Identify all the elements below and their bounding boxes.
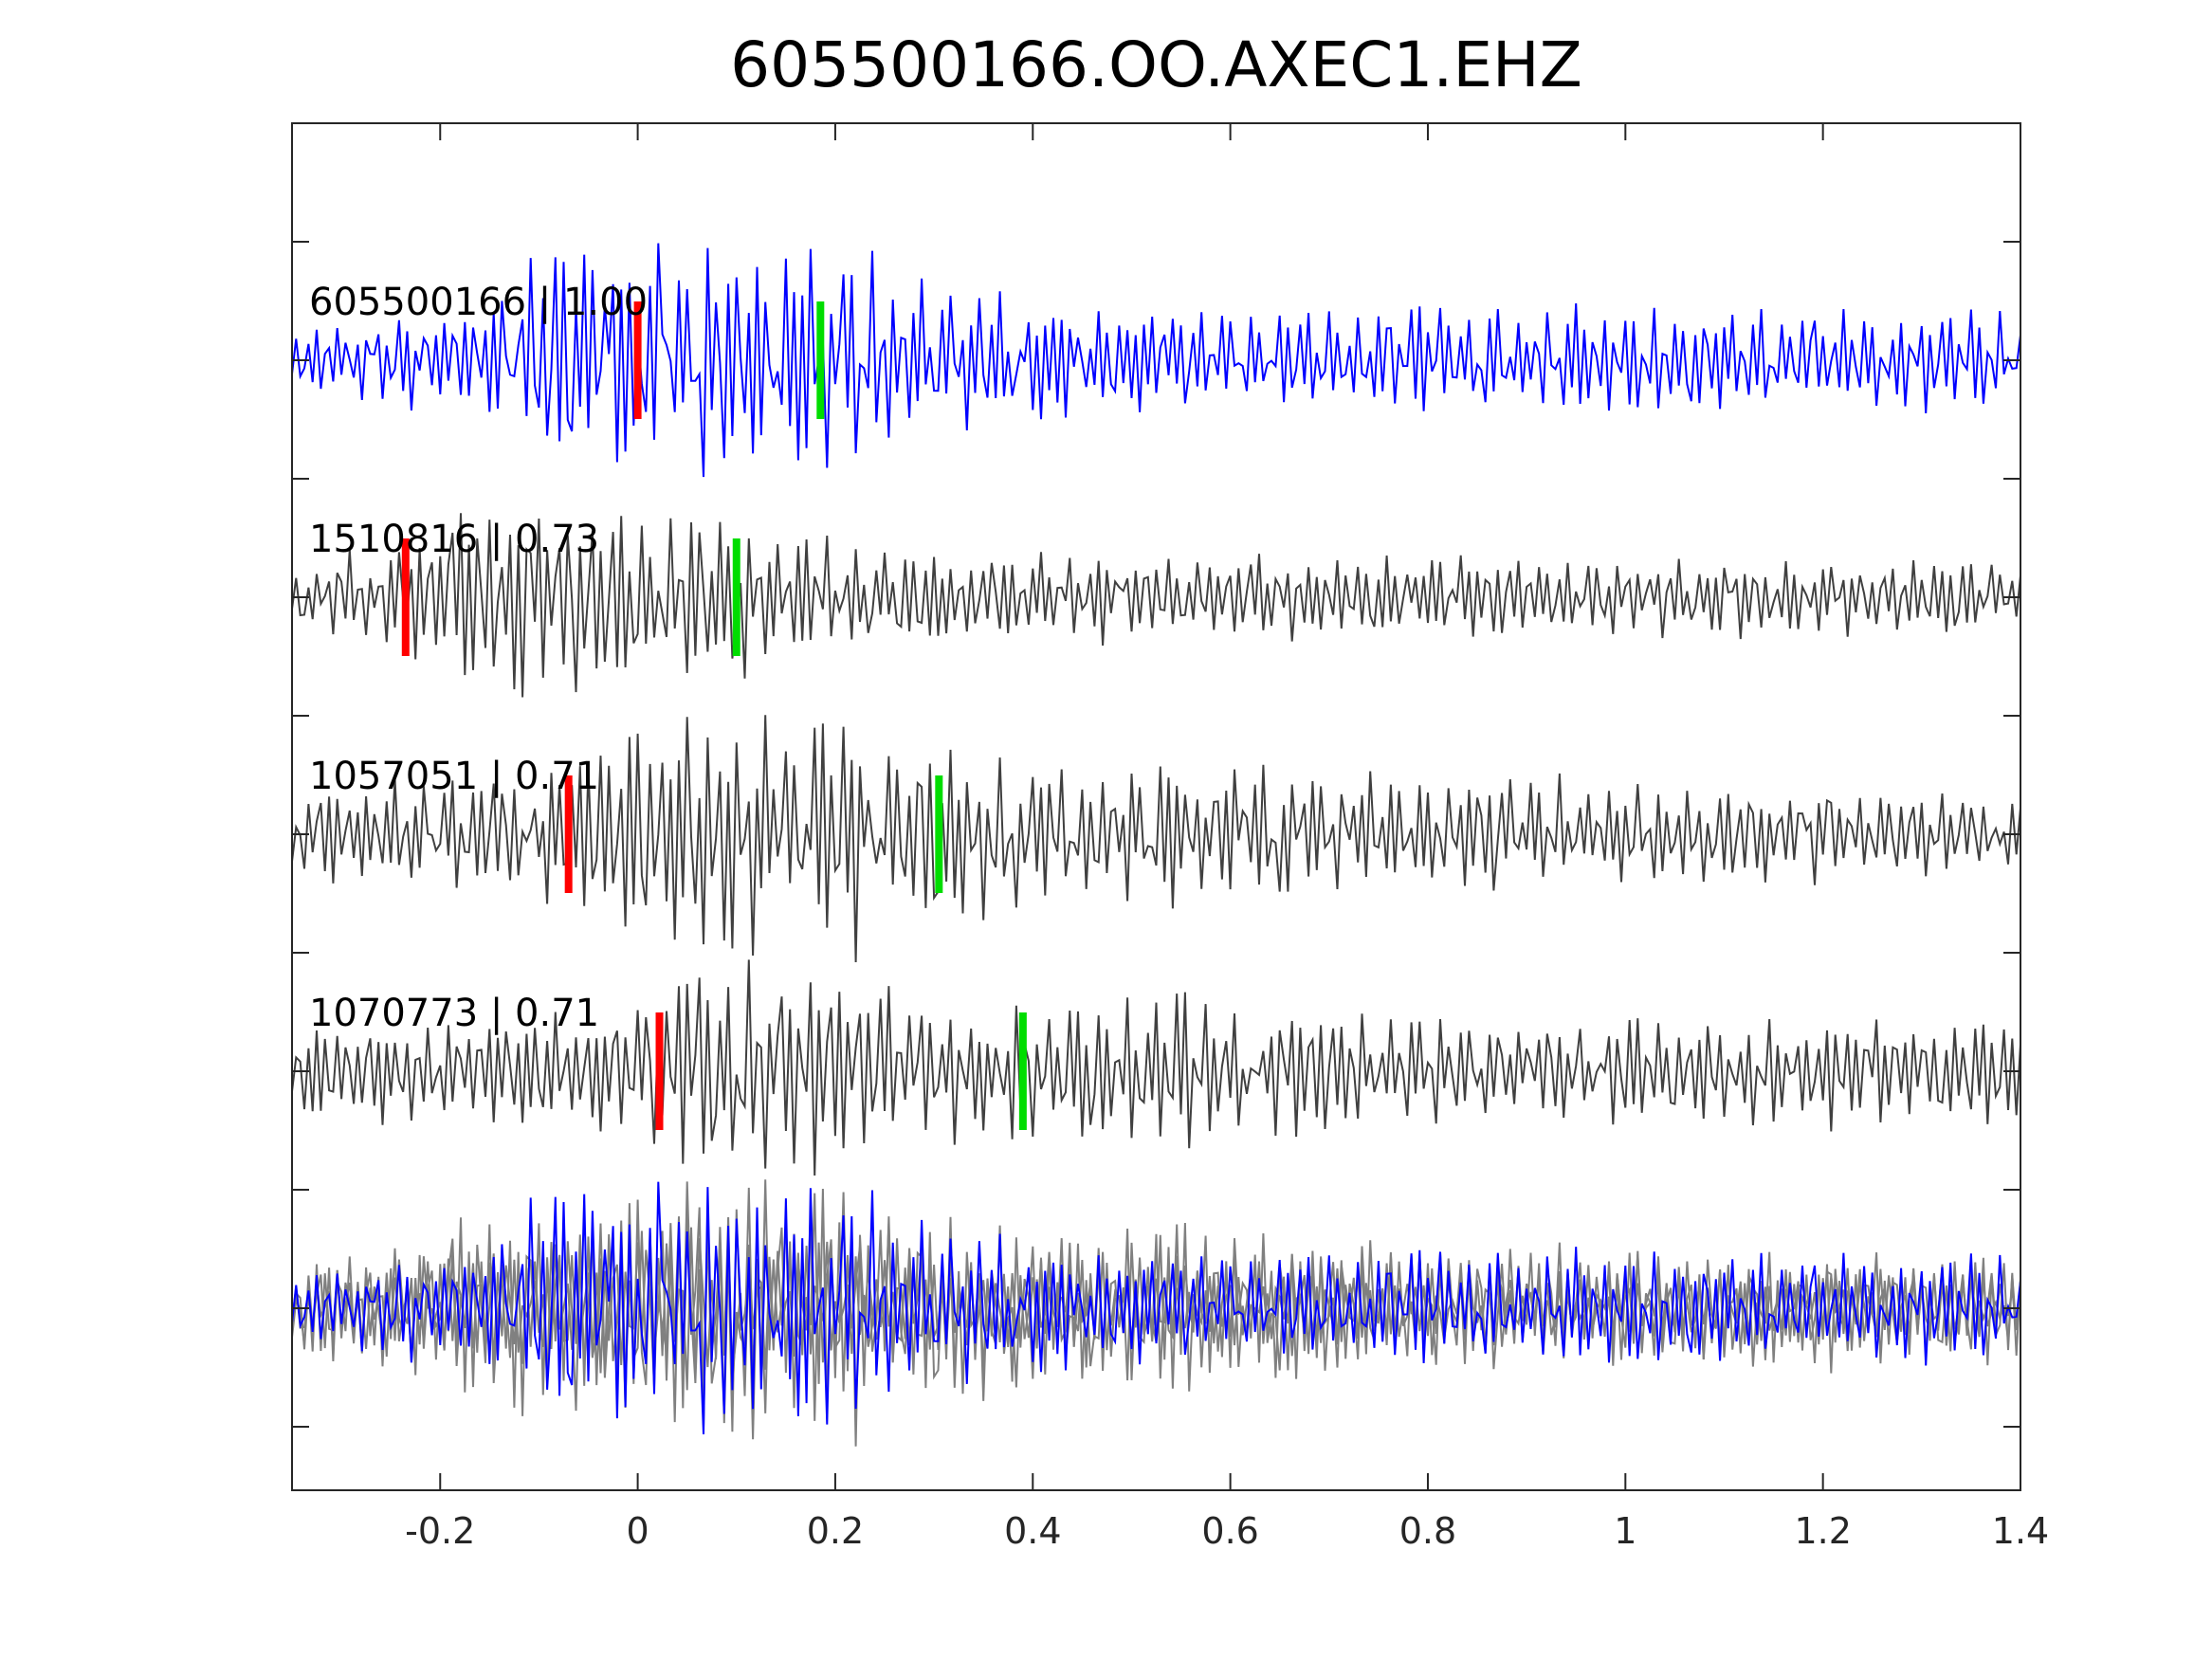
x-tick-label: -0.2 [405,1510,475,1552]
ticks-layer: -0.2 0 0.2 0.4 0.6 0.8 1 1.2 1.4 [292,123,2049,1552]
trace-605500166-waveform [291,243,2021,478]
trace-1510816-label: 1510816 | 0.73 [309,518,599,561]
chart-title: 605500166.OO.AXEC1.EHZ [730,28,1582,101]
x-tick-label: 1 [1614,1510,1636,1552]
x-tick-label: 0.4 [1004,1510,1061,1552]
trace-1510816-waveform [291,513,2021,698]
trace-605500166-label: 605500166 | 1.00 [309,281,648,324]
picks-layer [401,301,1027,1130]
trace-1070773-label: 1070773 | 0.71 [309,992,599,1035]
stack-605500166-waveform [291,1181,2021,1435]
trace-labels-layer: 605500166 | 1.00 1510816 | 0.73 1057051 | … [309,281,648,1035]
x-tick-label: 0.8 [1399,1510,1456,1552]
x-tick-label: 1.2 [1794,1510,1851,1552]
trace-1070773-waveform [291,959,2021,1176]
trace-1057051-label: 1057051 | 0.71 [309,755,599,798]
axes-frame [291,122,2021,1491]
x-tick-label: 0 [627,1510,649,1552]
x-tick-label: 0.2 [807,1510,864,1552]
trace-1057051-waveform [291,715,2021,963]
x-tick-label: 1.4 [1992,1510,2049,1552]
x-tick-label: 0.6 [1201,1510,1258,1552]
traces-layer [291,243,2021,1447]
